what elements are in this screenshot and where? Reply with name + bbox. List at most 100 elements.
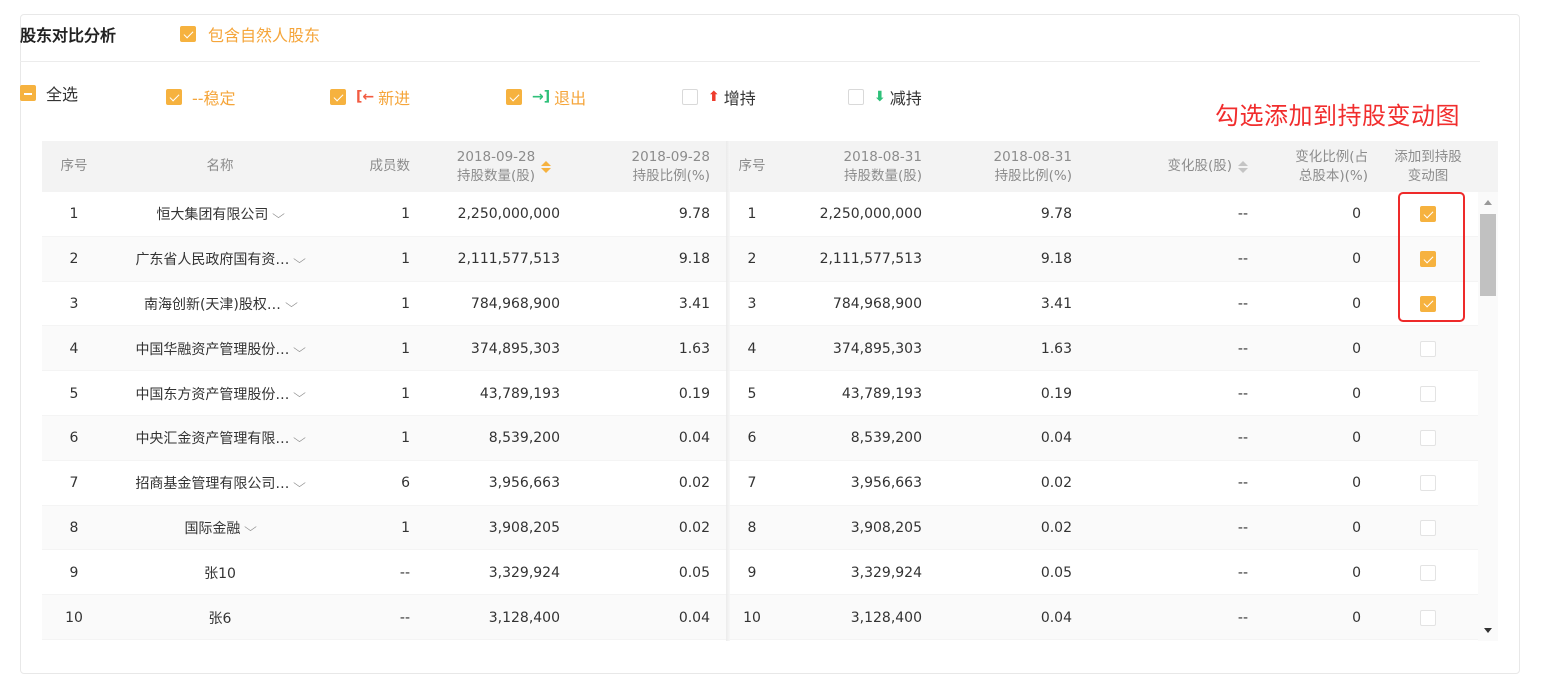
cell-name-text: 国际金融	[184, 520, 241, 537]
chevron-down-icon[interactable]: ⌵	[293, 430, 307, 445]
cell-name[interactable]: 中国东方资产管理股份… ⌵	[106, 371, 334, 416]
col-ratio-2: 2018-08-31 持股比例(%)	[993, 148, 1072, 184]
cell-seq-text: 9	[69, 564, 79, 581]
cell-ratio-1-text: 0.04	[678, 609, 710, 626]
cell-seq: 1	[42, 192, 106, 237]
cell-members-text: 1	[401, 430, 410, 447]
comparison-table: 序号 名称 成员数 2018-09-28 持股数量(股) 2018-09-28 …	[42, 141, 1498, 641]
cell-shares-2: 374,895,303	[782, 326, 922, 371]
include-natural-person-toggle[interactable]: 包含自然人股东	[180, 22, 320, 46]
new-checkbox[interactable]	[330, 89, 346, 105]
cell-name[interactable]: 招商基金管理有限公司… ⌵	[106, 461, 334, 506]
cell-ratio-1-text: 0.19	[678, 385, 710, 402]
chevron-down-icon[interactable]: ⌵	[293, 251, 307, 266]
select-all-filter[interactable]: 全选	[20, 80, 78, 106]
scroll-down-arrow-icon[interactable]	[1484, 628, 1492, 633]
scroll-up-arrow-icon[interactable]	[1484, 200, 1492, 205]
exit-label: 退出	[554, 89, 587, 108]
exit-filter[interactable]: →] 退出	[506, 84, 586, 110]
add-to-chart-checkbox[interactable]	[1420, 609, 1436, 626]
cell-members-text: 1	[401, 340, 410, 357]
col-seq-2: 序号	[738, 158, 766, 174]
cell-ratio-1: 9.78	[582, 192, 710, 237]
cell-name[interactable]: 中国华融资产管理股份… ⌵	[106, 326, 334, 371]
cell-seq: 7	[42, 461, 106, 506]
table-row: 7 招商基金管理有限公司… ⌵ 6 3,956,663 0.02 7 3,956,663 0.0…	[42, 461, 1478, 506]
cell-shares-2: 8,539,200	[782, 416, 922, 461]
chevron-down-icon[interactable]: ⌵	[244, 520, 258, 535]
increase-filter[interactable]: ⬆ 增持	[682, 84, 756, 110]
cell-change-ratio: 0	[1248, 192, 1361, 237]
cell-add-to-chart	[1378, 326, 1478, 371]
increase-checkbox[interactable]	[682, 89, 698, 105]
cell-seq: 10	[42, 595, 106, 640]
chevron-down-icon[interactable]: ⌵	[293, 341, 307, 356]
vertical-scrollbar[interactable]	[1478, 192, 1498, 641]
col-shares-1[interactable]: 2018-09-28 持股数量(股)	[434, 141, 574, 192]
cell-shares-2: 2,250,000,000	[782, 192, 922, 237]
table-row: 3 南海创新(天津)股权… ⌵ 1 784,968,900 3.41 3 784,968,90…	[42, 282, 1478, 327]
cell-name[interactable]: 中央汇金资产管理有限… ⌵	[106, 416, 334, 461]
panel-title: 股东对比分析	[20, 26, 117, 45]
sort-icon[interactable]	[1238, 160, 1248, 173]
table-header: 序号 名称 成员数 2018-09-28 持股数量(股) 2018-09-28 …	[42, 141, 1498, 192]
cell-ratio-2: 0.02	[942, 506, 1072, 551]
sort-icon[interactable]	[541, 160, 552, 173]
exit-checkbox[interactable]	[506, 89, 522, 105]
cell-change-ratio-text: 0	[1352, 564, 1361, 581]
cell-members: --	[334, 595, 410, 640]
cell-members: 6	[334, 461, 410, 506]
enter-arrow-icon: [←	[356, 89, 375, 105]
chevron-down-icon[interactable]: ⌵	[272, 206, 286, 221]
stable-checkbox[interactable]	[166, 89, 182, 105]
cell-ratio-2: 0.04	[942, 416, 1072, 461]
chevron-down-icon[interactable]: ⌵	[293, 475, 307, 490]
add-to-chart-checkbox[interactable]	[1420, 206, 1436, 223]
cell-name[interactable]: 国际金融 ⌵	[106, 506, 334, 551]
include-natural-person-checkbox[interactable]	[180, 26, 196, 42]
cell-seq-2: 9	[732, 550, 772, 595]
chevron-down-icon[interactable]: ⌵	[293, 386, 307, 401]
decrease-checkbox[interactable]	[848, 89, 864, 105]
cell-shares-1-text: 3,908,205	[488, 519, 560, 536]
cell-change-ratio: 0	[1248, 461, 1361, 506]
cell-ratio-1: 0.19	[582, 371, 710, 416]
decrease-filter[interactable]: ⬇ 减持	[848, 84, 922, 110]
add-to-chart-checkbox[interactable]	[1420, 564, 1436, 581]
cell-ratio-2: 0.05	[942, 550, 1072, 595]
cell-ratio-2-text: 9.18	[1040, 251, 1072, 268]
cell-add-to-chart	[1378, 461, 1478, 506]
cell-change-ratio-text: 0	[1352, 475, 1361, 492]
add-to-chart-checkbox[interactable]	[1420, 385, 1436, 402]
cell-ratio-1-text: 0.04	[678, 430, 710, 447]
cell-shares-2: 3,908,205	[782, 506, 922, 551]
cell-seq-2-text: 3	[747, 295, 757, 312]
add-to-chart-checkbox[interactable]	[1420, 251, 1436, 268]
cell-seq-2: 1	[732, 192, 772, 237]
add-to-chart-checkbox[interactable]	[1420, 475, 1436, 492]
cell-shares-1: 3,329,924	[422, 550, 560, 595]
cell-name[interactable]: 广东省人民政府国有资… ⌵	[106, 237, 334, 282]
cell-change-ratio-text: 0	[1352, 385, 1361, 402]
add-to-chart-checkbox[interactable]	[1420, 519, 1436, 536]
cell-ratio-2-text: 0.04	[1040, 430, 1072, 447]
chevron-down-icon[interactable]: ⌵	[285, 296, 298, 311]
new-filter[interactable]: [← 新进	[330, 84, 410, 110]
col-change-ratio: 变化比例(占 总股本)(%)	[1295, 148, 1368, 184]
cell-seq-2: 10	[732, 595, 772, 640]
cell-members-text: 6	[401, 475, 410, 492]
column-divider	[726, 141, 730, 641]
add-to-chart-checkbox[interactable]	[1420, 430, 1436, 447]
col-change[interactable]: 变化股(股)	[1102, 141, 1248, 192]
cell-name[interactable]: 恒大集团有限公司 ⌵	[106, 192, 334, 237]
cell-ratio-1: 1.63	[582, 326, 710, 371]
cell-members-text: 1	[401, 519, 410, 536]
select-all-checkbox[interactable]	[20, 85, 36, 101]
cell-seq-text: 5	[69, 385, 79, 402]
add-to-chart-checkbox[interactable]	[1420, 340, 1436, 357]
scrollbar-thumb[interactable]	[1480, 214, 1496, 296]
stable-filter[interactable]: --稳定	[166, 84, 236, 110]
cell-name[interactable]: 南海创新(天津)股权… ⌵	[106, 282, 334, 327]
select-all-label: 全选	[46, 85, 79, 104]
add-to-chart-checkbox[interactable]	[1420, 295, 1436, 312]
